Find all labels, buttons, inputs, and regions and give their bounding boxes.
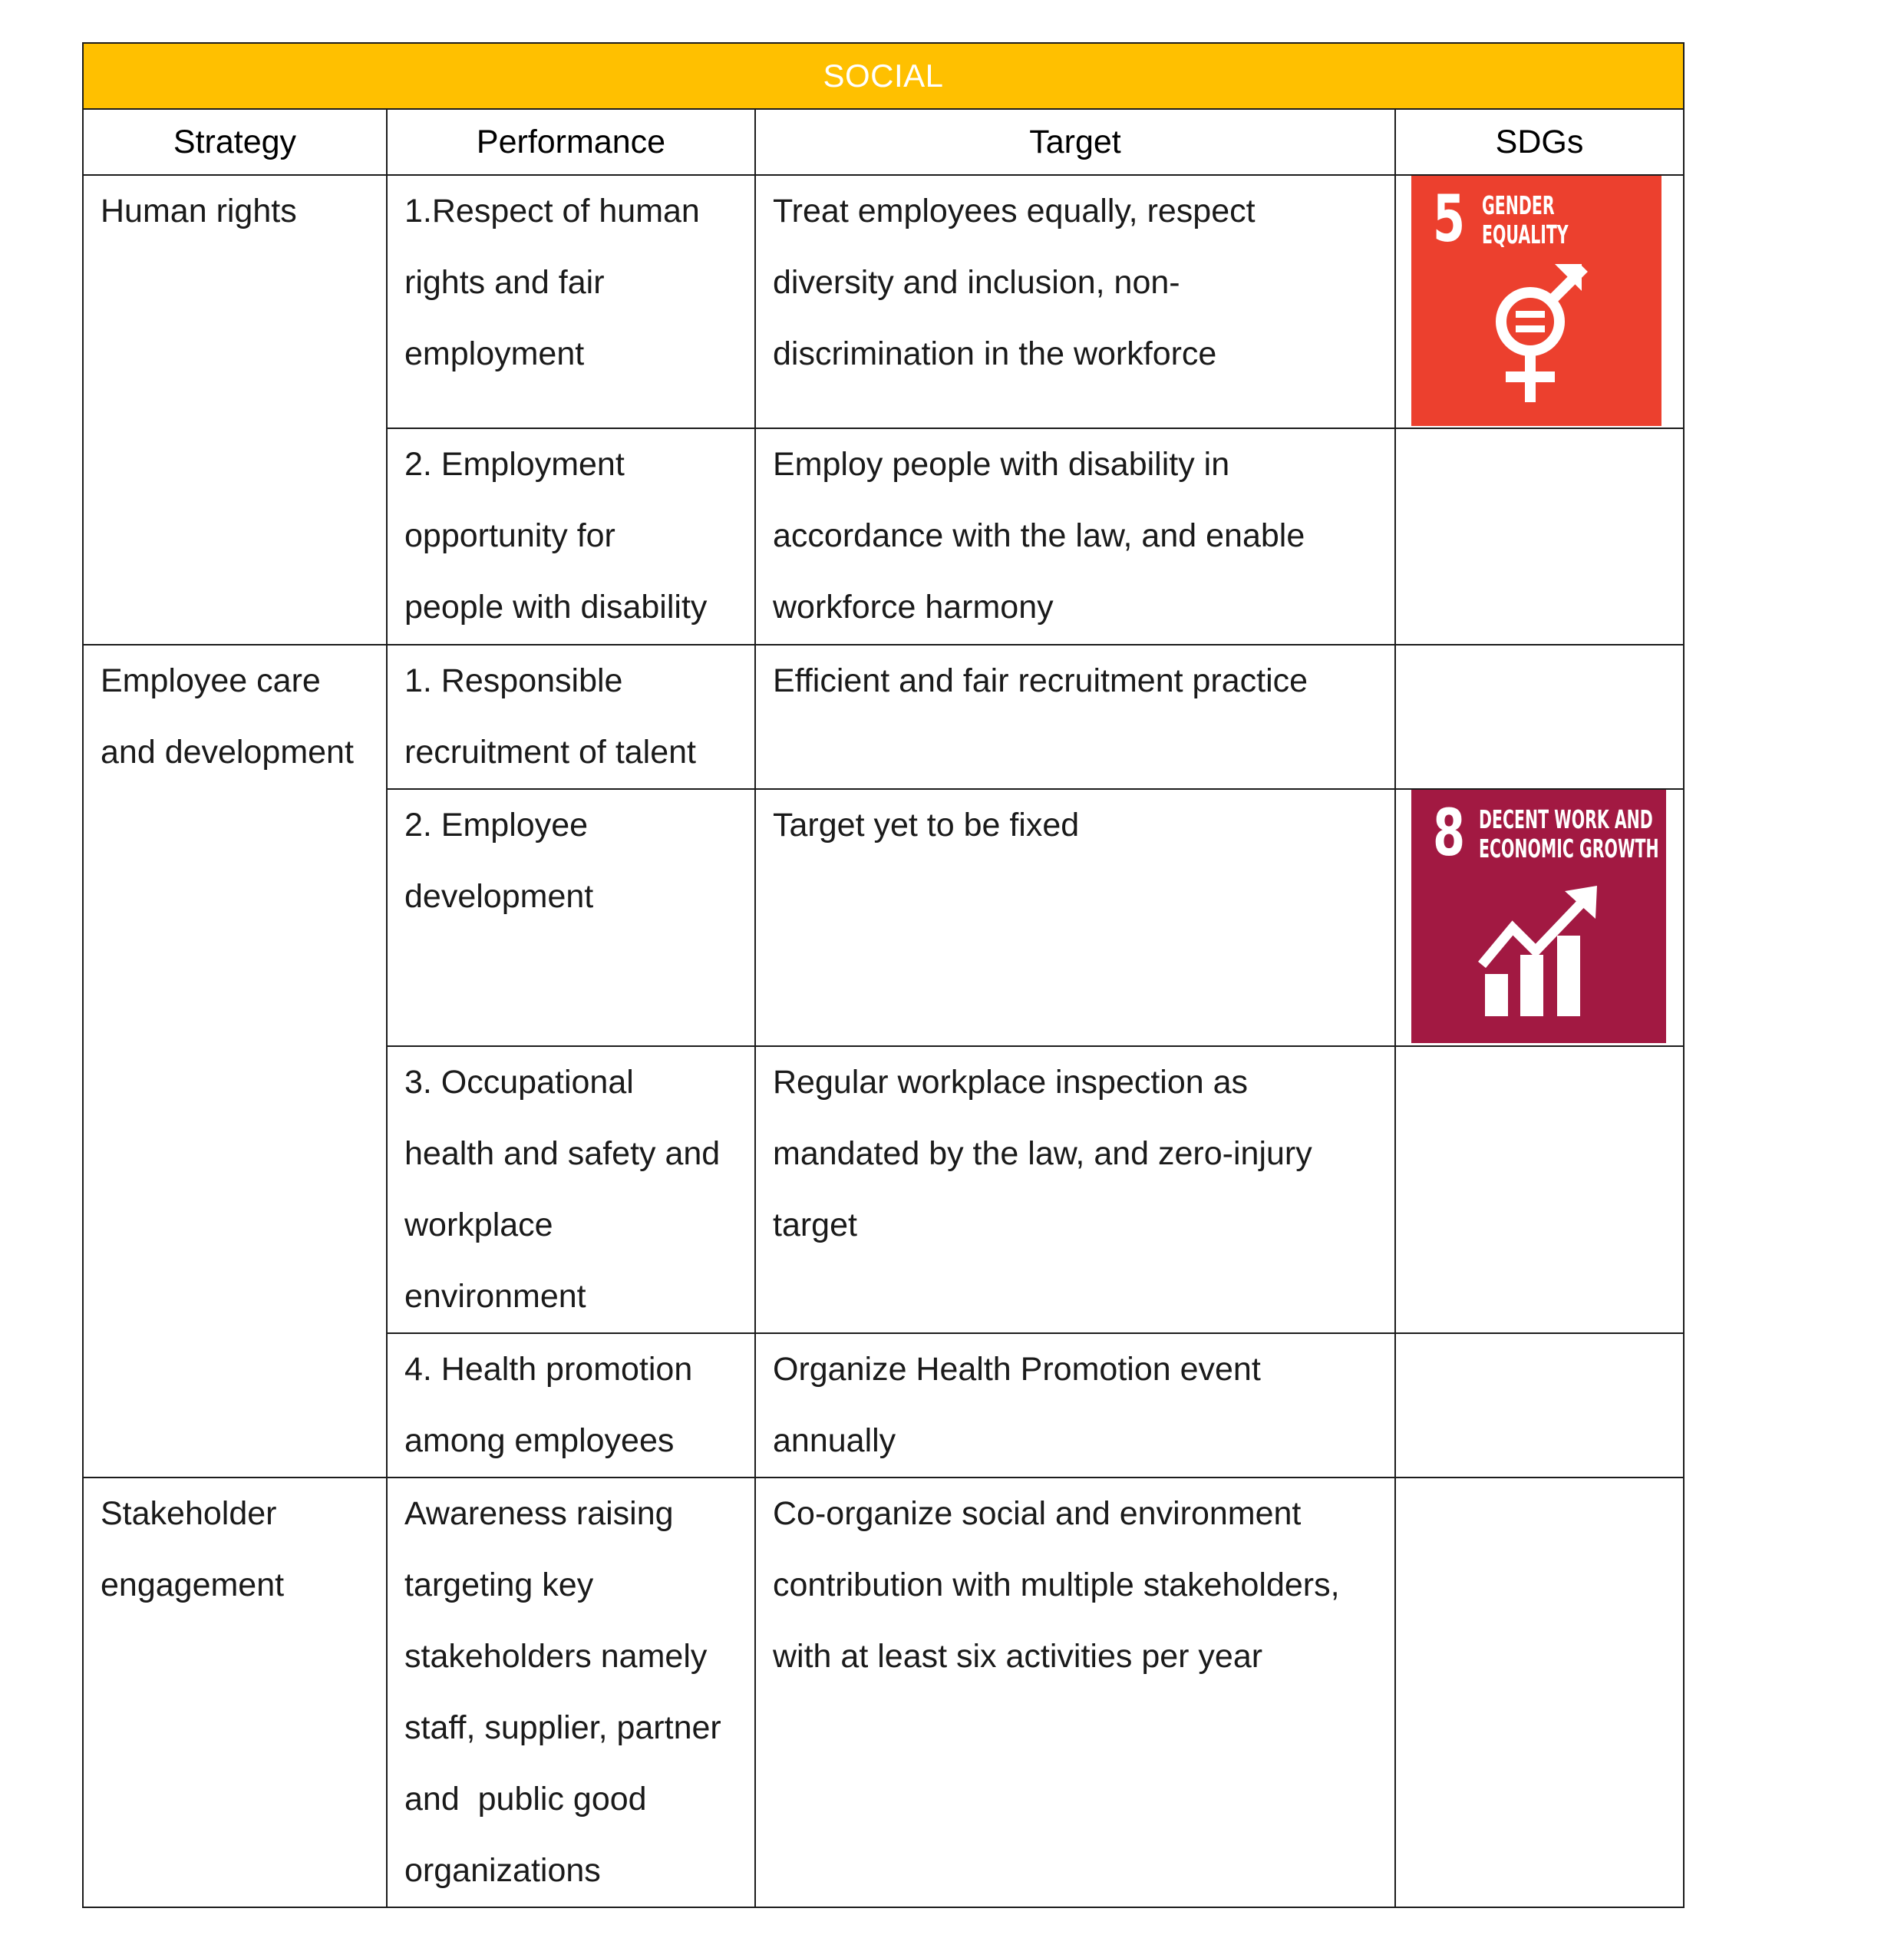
target-line: Organize Health Promotion event xyxy=(773,1351,1261,1388)
table-row: 2. Employee development Target yet to be… xyxy=(83,788,1685,1047)
target-cell: Efficient and fair recruitment practice xyxy=(754,644,1396,790)
sdg-cell: 8 DECENT WORK AND ECONOMIC GROWTH xyxy=(1394,788,1685,1047)
social-table: SOCIAL Strategy Performance Target SDGs … xyxy=(82,42,1685,1908)
table-row: Employee care and development 1. Respons… xyxy=(82,644,1685,1478)
performance-line: targeting key xyxy=(404,1567,594,1603)
target-cell: Regular workplace inspection as mandated… xyxy=(754,1045,1396,1334)
target-line: accordance with the law, and enable xyxy=(773,517,1305,554)
performance-line: and public good xyxy=(404,1781,647,1818)
sdg-title-line: EQUALITY xyxy=(1482,220,1569,249)
performance-line: staff, supplier, partner xyxy=(404,1709,721,1746)
sdg-cell xyxy=(1394,1477,1685,1908)
performance-line: opportunity for xyxy=(404,517,615,554)
performance-line: people with disability xyxy=(404,589,708,626)
target-line: target xyxy=(773,1207,857,1243)
target-line: Treat employees equally, respect xyxy=(773,193,1256,229)
target-cell: Employ people with disability in accorda… xyxy=(754,428,1396,645)
performance-line: 2. Employment xyxy=(404,446,625,483)
performance-cell: 1.Respect of human rights and fair emplo… xyxy=(386,174,756,429)
target-cell: Treat employees equally, respect diversi… xyxy=(754,174,1396,429)
target-line: Employ people with disability in xyxy=(773,446,1230,483)
performance-line: 4. Health promotion xyxy=(404,1351,693,1388)
performance-line: stakeholders namely xyxy=(404,1638,708,1675)
target-line: contribution with multiple stakeholders, xyxy=(773,1567,1340,1603)
sdg-cell xyxy=(1394,644,1685,790)
strategy-label: engagement xyxy=(101,1567,285,1603)
target-line: workforce harmony xyxy=(773,589,1054,626)
table-title: SOCIAL xyxy=(82,42,1685,110)
performance-cell: 1. Responsible recruitment of talent xyxy=(386,644,756,790)
target-line: Target yet to be fixed xyxy=(773,807,1080,844)
performance-line: 2. Employee xyxy=(404,807,589,844)
sdg-cell: 5 GENDER EQUALITY xyxy=(1394,174,1685,429)
strategy-label: Stakeholder xyxy=(101,1495,277,1532)
target-line: discrimination in the workforce xyxy=(773,335,1217,372)
target-line: Co-organize social and environment xyxy=(773,1495,1302,1532)
target-cell: Co-organize social and environment contr… xyxy=(754,1477,1396,1908)
sdg-title: GENDER EQUALITY xyxy=(1482,191,1569,249)
target-line: with at least six activities per year xyxy=(773,1638,1263,1675)
growth-chart-icon xyxy=(1478,886,1597,1016)
performance-line: 3. Occupational xyxy=(404,1064,634,1101)
sdg-number: 5 xyxy=(1433,181,1466,256)
target-line: mandated by the law, and zero-injury xyxy=(773,1135,1312,1172)
sdg-number: 8 xyxy=(1433,795,1466,870)
performance-line: among employees xyxy=(404,1422,675,1459)
performance-line: 1. Responsible xyxy=(404,662,623,699)
sdg-title-line: ECONOMIC GROWTH xyxy=(1479,834,1659,863)
performance-cell: 3. Occupational health and safety and wo… xyxy=(386,1045,756,1334)
performance-cell: 2. Employment opportunity for people wit… xyxy=(386,428,756,645)
performance-line: health and safety and xyxy=(404,1135,721,1172)
column-header-sdgs: SDGs xyxy=(1394,108,1685,176)
strategy-cell-human-rights: Human rights xyxy=(82,174,388,645)
performance-cell: 2. Employee development xyxy=(386,788,756,1047)
performance-line: employment xyxy=(404,335,585,372)
performance-line: 1.Respect of human xyxy=(404,193,700,229)
strategy-cell-employee-care: Employee care and development xyxy=(82,644,388,1478)
sdg-title-line: DECENT WORK AND xyxy=(1479,804,1653,834)
column-header-performance: Performance xyxy=(386,108,756,176)
performance-cell: 4. Health promotion among employees xyxy=(386,1332,756,1478)
performance-line: rights and fair xyxy=(404,264,605,301)
target-line: Efficient and fair recruitment practice xyxy=(773,662,1308,699)
strategy-cell-stakeholder: Stakeholder engagement xyxy=(82,1477,388,1908)
performance-line: Awareness raising xyxy=(404,1495,674,1532)
strategy-label: Employee care xyxy=(101,662,321,699)
gender-equality-icon xyxy=(1496,264,1588,402)
performance-line: development xyxy=(404,878,594,915)
table-row: 4. Health promotion among employees Orga… xyxy=(83,1332,1685,1478)
column-header-target: Target xyxy=(754,108,1396,176)
sdg5-badge: 5 GENDER EQUALITY xyxy=(1411,176,1661,426)
sdg-cell xyxy=(1394,428,1685,645)
sdg-title: DECENT WORK AND ECONOMIC GROWTH xyxy=(1479,805,1659,863)
target-cell: Organize Health Promotion event annually xyxy=(754,1332,1396,1478)
target-line: Regular workplace inspection as xyxy=(773,1064,1249,1101)
column-header-strategy: Strategy xyxy=(82,108,388,176)
performance-line: environment xyxy=(404,1278,586,1315)
sdg-title-line: GENDER xyxy=(1482,190,1555,220)
table-row: 3. Occupational health and safety and wo… xyxy=(83,1045,1685,1334)
performance-line: recruitment of talent xyxy=(404,734,697,771)
target-line: diversity and inclusion, non- xyxy=(773,264,1180,301)
target-line: annually xyxy=(773,1422,896,1459)
strategy-label: and development xyxy=(101,734,354,771)
performance-line: organizations xyxy=(404,1852,601,1889)
target-cell: Target yet to be fixed xyxy=(754,788,1396,1047)
sdg-cell xyxy=(1394,1332,1685,1478)
table-row: Human rights 1.Respect of human rights a… xyxy=(82,174,1685,645)
sdg8-badge: 8 DECENT WORK AND ECONOMIC GROWTH xyxy=(1411,790,1666,1043)
strategy-label: Human rights xyxy=(101,193,297,229)
performance-line: workplace xyxy=(404,1207,553,1243)
table-row: 2. Employment opportunity for people wit… xyxy=(83,428,1685,645)
table-row: Stakeholder engagement Awareness raising… xyxy=(82,1477,1685,1908)
sdg-cell xyxy=(1394,1045,1685,1334)
performance-cell: Awareness raising targeting key stakehol… xyxy=(386,1477,756,1908)
